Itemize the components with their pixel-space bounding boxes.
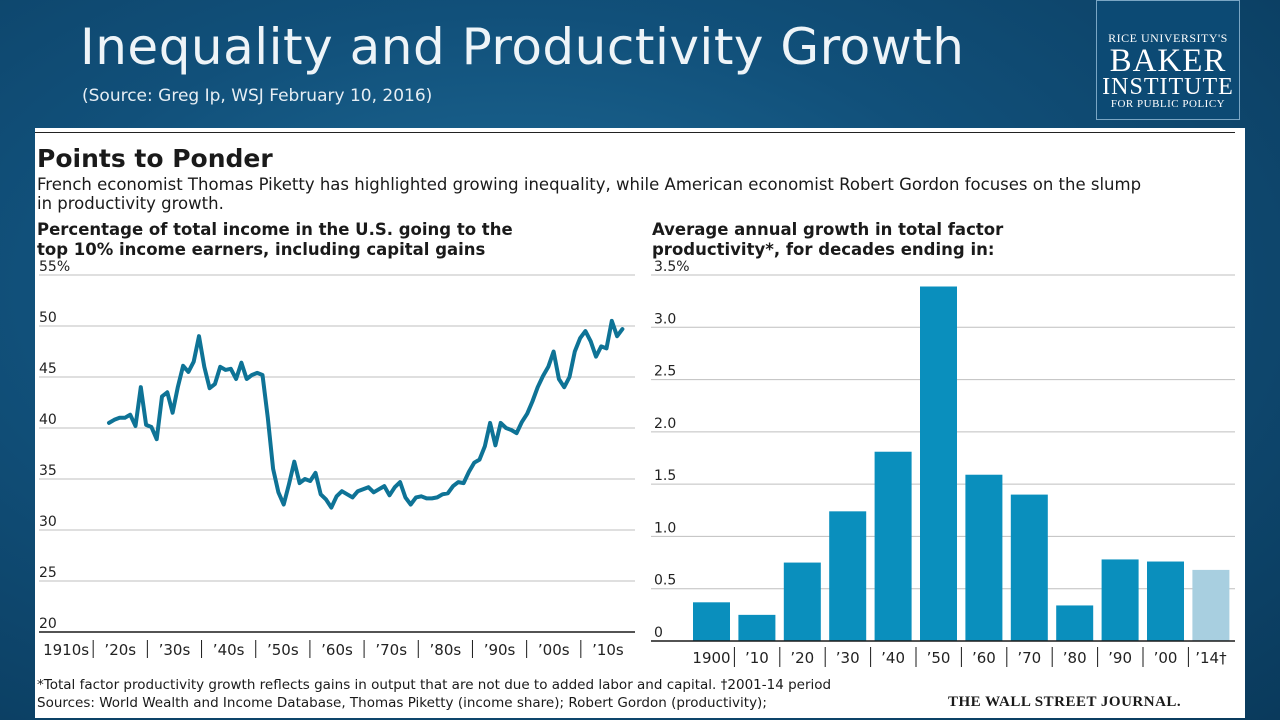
- bar-chart-bar: [1101, 559, 1139, 641]
- line-chart-x-tick-label: ’70s: [375, 641, 407, 659]
- bar-chart-x-tick-label: ’14†: [1195, 649, 1227, 667]
- bar-chart-bar: [874, 451, 912, 641]
- bar-chart-x-tick-label: 1900: [692, 649, 730, 667]
- line-chart-x-tick-label: ’80s: [430, 641, 462, 659]
- line-chart-y-tick-label: 40: [39, 412, 57, 428]
- bar-chart-y-tick-label: 0: [654, 625, 663, 641]
- line-chart-x-tick-label: ’50s: [267, 641, 299, 659]
- bar-chart-title: Average annual growth in total factor pr…: [652, 220, 1003, 260]
- bar-chart-x-tick-label: ’90: [1108, 649, 1132, 667]
- bar-chart-y-tick-label: 2.0: [654, 416, 676, 432]
- bar-chart-bar: [1192, 569, 1230, 641]
- bar-chart-y-tick-label: 1.5: [654, 468, 676, 484]
- wsj-graphic-panel: Points to Ponder French economist Thomas…: [35, 128, 1245, 718]
- bar-chart-y-tick-label: 2.5: [654, 364, 676, 380]
- line-chart-x-tick-label: ’00s: [538, 641, 570, 659]
- panel-description: French economist Thomas Piketty has high…: [37, 175, 1142, 213]
- logo-line-3: INSTITUTE: [1102, 74, 1234, 100]
- bar-chart-y-tick-label: 0.5: [654, 573, 676, 589]
- line-chart-y-tick-label: 20: [39, 616, 57, 632]
- bar-chart-x-tick-label: ’10: [745, 649, 769, 667]
- panel-heading: Points to Ponder: [37, 144, 273, 173]
- line-chart-y-tick-label: 35: [39, 463, 57, 479]
- bar-chart-bar: [783, 562, 821, 641]
- line-chart-x-tick-label: ’40s: [213, 641, 245, 659]
- bar-chart-bar: [1147, 561, 1184, 641]
- bar-chart-bar: [829, 511, 867, 641]
- logo-line-4: FOR PUBLIC POLICY: [1110, 98, 1226, 110]
- publisher-logo: THE WALL STREET JOURNAL.: [948, 694, 1182, 710]
- bar-chart-title-line-2: productivity*, for decades ending in:: [652, 240, 995, 259]
- line-chart-y-tick-label: 30: [39, 514, 57, 530]
- bar-chart-y-tick-label: 3.0: [654, 311, 676, 327]
- line-chart-y-tick-label: 45: [39, 361, 57, 377]
- bar-chart-bar: [1056, 605, 1094, 641]
- bar-chart-x-tick-label: ’20: [790, 649, 814, 667]
- bar-chart-x-tick-label: ’60: [972, 649, 996, 667]
- bar-chart-title-line-1: Average annual growth in total factor: [652, 220, 1004, 239]
- bar-chart-bar: [965, 474, 1003, 641]
- slide-title: Inequality and Productivity Growth: [80, 18, 965, 76]
- charts-svg: 20 25 30 35 40 45 50 55% 1910s ’20s ’30s ’40s ’50s ’6…: [39, 259, 1235, 667]
- line-chart-title: Percentage of total income in the U.S. g…: [37, 220, 513, 260]
- bar-chart-x-tick-label: ’80: [1063, 649, 1087, 667]
- bar-chart-x-tick-label: ’70: [1017, 649, 1041, 667]
- logo-line-2: BAKER: [1109, 43, 1227, 79]
- bar-chart-x-tick-label: ’30: [836, 649, 860, 667]
- logo-line-1: RICE UNIVERSITY'S: [1108, 31, 1228, 45]
- line-chart-x-tick-label: ’10s: [592, 641, 624, 659]
- line-chart-y-tick-label: 50: [39, 310, 57, 326]
- line-chart-title-line-2: top 10% income earners, including capita…: [37, 240, 486, 259]
- line-chart-x-tick-label: ’90s: [484, 641, 516, 659]
- bar-chart-x-tick-label: ’00: [1154, 649, 1178, 667]
- sources-note: Sources: World Wealth and Income Databas…: [37, 695, 767, 711]
- line-chart-x-tick-label: ’60s: [321, 641, 353, 659]
- bar-chart-x-tick-label: ’50: [927, 649, 951, 667]
- bar-chart-y-tick-label: 1.0: [654, 520, 676, 536]
- footnote: *Total factor productivity growth reflec…: [37, 677, 832, 693]
- baker-institute-logo: RICE UNIVERSITY'S BAKER INSTITUTE FOR PU…: [1096, 0, 1240, 120]
- bar-chart-bar: [693, 602, 730, 641]
- slide-source: (Source: Greg Ip, WSJ February 10, 2016): [82, 86, 433, 106]
- line-chart-y-tick-label: 55%: [39, 259, 70, 275]
- line-chart-y-tick-label: 25: [39, 565, 57, 581]
- line-chart-series-line: [107, 318, 625, 510]
- line-chart-x-tick-label: ’30s: [159, 641, 191, 659]
- line-chart-x-tick-label: ’20s: [104, 641, 136, 659]
- line-chart-title-line-1: Percentage of total income in the U.S. g…: [37, 220, 513, 239]
- bar-chart-bar: [920, 286, 957, 641]
- bar-chart-x-tick-label: ’40: [881, 649, 905, 667]
- bar-chart-bar: [738, 614, 776, 641]
- bar-chart-y-tick-label: 3.5%: [654, 259, 690, 275]
- top-rule: [35, 132, 1235, 133]
- bar-chart-bar: [1010, 494, 1048, 641]
- line-chart-x-tick-label: 1910s: [43, 641, 89, 659]
